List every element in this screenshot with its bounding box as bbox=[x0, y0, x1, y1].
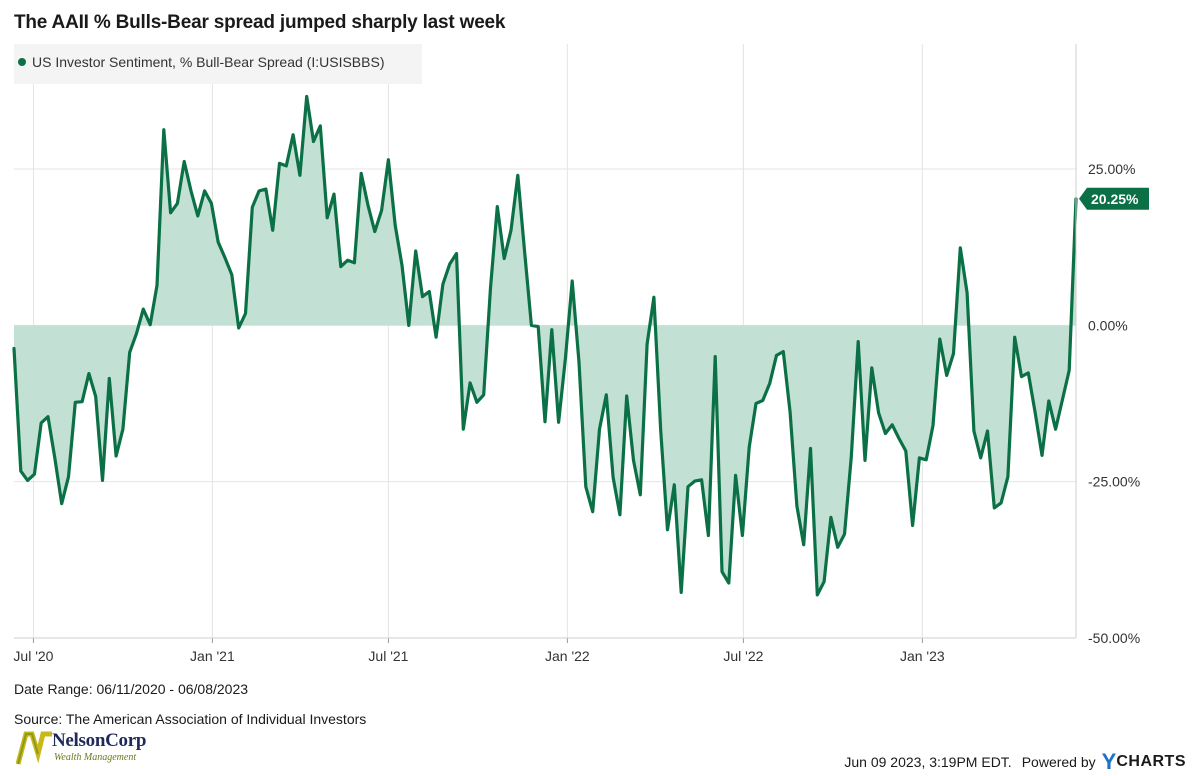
y-tick-label: -25.00% bbox=[1088, 474, 1140, 490]
legend-background bbox=[14, 44, 422, 84]
powered-by-label: Powered by bbox=[1021, 754, 1096, 770]
attribution: Jun 09 2023, 3:19PM EDT. Powered by Y CHA… bbox=[844, 749, 1186, 775]
source-note: Source: The American Association of Indi… bbox=[14, 711, 367, 727]
x-tick-label: Jul '20 bbox=[13, 648, 53, 664]
x-tick-label: Jan '23 bbox=[900, 648, 945, 664]
chart-title: The AAII % Bulls-Bear spread jumped shar… bbox=[14, 12, 506, 33]
y-tick-label: 25.00% bbox=[1088, 161, 1135, 177]
callout-value: 20.25% bbox=[1091, 191, 1139, 207]
ycharts-logo-text[interactable]: CHARTS bbox=[1116, 753, 1186, 770]
timestamp: Jun 09 2023, 3:19PM EDT. bbox=[844, 754, 1012, 770]
legend: US Investor Sentiment, % Bull-Bear Sprea… bbox=[14, 44, 422, 84]
legend-label[interactable]: US Investor Sentiment, % Bull-Bear Sprea… bbox=[32, 54, 384, 70]
last-value-callout: 20.25% bbox=[1079, 187, 1149, 210]
ycharts-logo-y[interactable]: Y bbox=[1101, 749, 1117, 774]
series-area-fill bbox=[14, 96, 1076, 595]
x-axis: Jul '20 Jan '21 Jul '21 Jan '22 Jul '22 Jan '… bbox=[13, 637, 1076, 664]
y-tick-label: 0.00% bbox=[1088, 317, 1128, 333]
x-tick-label: Jan '22 bbox=[545, 648, 590, 664]
y-axis: 25.00% 0.00% -25.00% -50.00% bbox=[1075, 44, 1140, 646]
x-tick-label: Jul '22 bbox=[723, 648, 763, 664]
x-tick-label: Jul '21 bbox=[368, 648, 408, 664]
nelsoncorp-logo: NelsonCorp Wealth Management bbox=[16, 730, 166, 770]
nelsoncorp-logo-icon bbox=[16, 731, 52, 765]
series-line[interactable] bbox=[12, 94, 1078, 597]
logo-name: NelsonCorp bbox=[52, 730, 147, 751]
chart: US Investor Sentiment, % Bull-Bear Sprea… bbox=[12, 44, 1149, 664]
y-tick-label: -50.00% bbox=[1088, 630, 1140, 646]
x-tick-label: Jan '21 bbox=[190, 648, 235, 664]
legend-marker-icon bbox=[18, 58, 26, 66]
date-range: Date Range: 06/11/2020 - 06/08/2023 bbox=[14, 681, 249, 697]
callout-badge bbox=[1079, 187, 1149, 210]
logo-tagline: Wealth Management bbox=[54, 752, 137, 763]
